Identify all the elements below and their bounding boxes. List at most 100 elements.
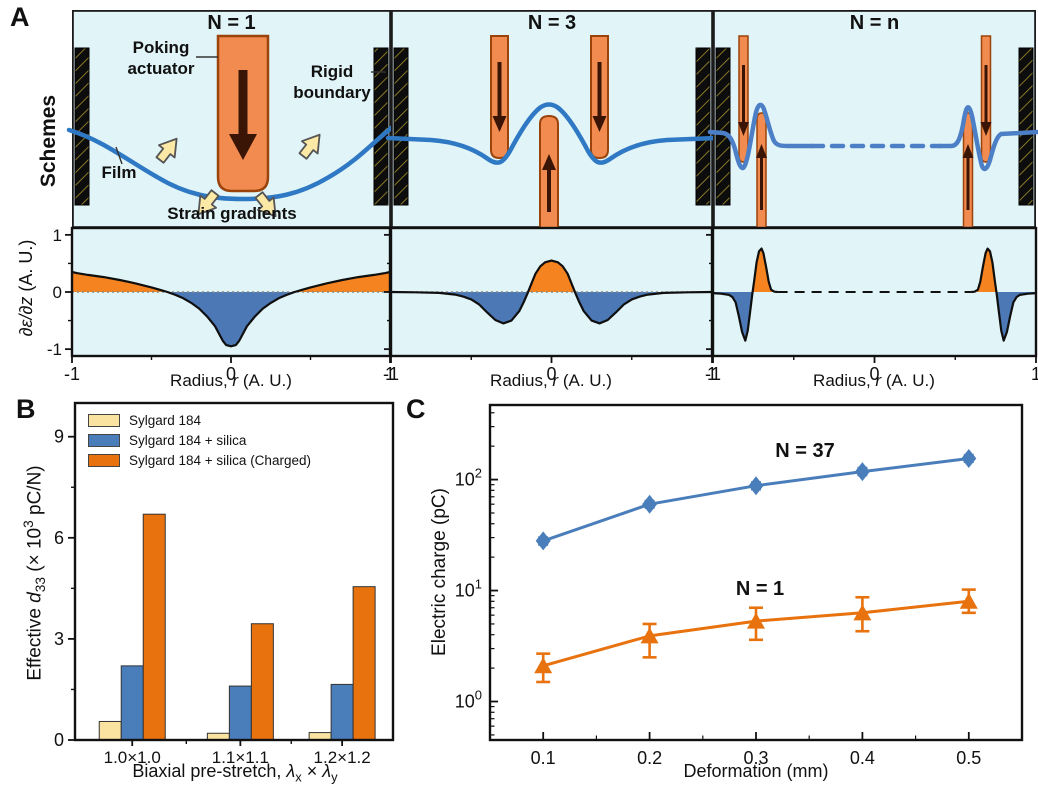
b-xtitle-pre: Biaxial pre-stretch,	[132, 761, 287, 781]
line-x-axis-title: Deformation (mm)	[683, 761, 829, 781]
svg-text:0: 0	[869, 364, 879, 384]
poking-actuators	[738, 35, 992, 231]
legend-label-silica: Sylgard 184 + silica	[129, 432, 247, 448]
svg-text:0: 0	[54, 730, 64, 750]
svg-text:9: 9	[54, 427, 64, 447]
legend-swatch-silica	[88, 433, 120, 447]
schematic-n3: N = 3	[385, 9, 719, 231]
strain-arrow-icon	[197, 189, 220, 216]
rigid-boundary-hatch-left	[715, 47, 731, 206]
svg-text:0: 0	[226, 364, 236, 384]
film-curve	[385, 102, 719, 165]
line-y-axis-title: Electric charge (pC)	[429, 488, 450, 656]
b-ytitle-post: pC/N)	[24, 465, 46, 521]
b-xtitle-var1: λ	[286, 761, 296, 781]
series-label-n37: N = 37	[775, 440, 835, 462]
svg-text:-1: -1	[64, 364, 80, 384]
rigid-label-line1: Rigid	[310, 62, 354, 81]
svg-text:1: 1	[53, 226, 62, 245]
strain-y-title-var: ∂ε/∂z	[16, 296, 36, 337]
b-ytitle-pre: Effective	[24, 602, 46, 681]
strain-y-axis-title: ∂ε/∂z (A. U.)	[16, 203, 42, 373]
schematic-nn: N = n	[707, 9, 1038, 231]
svg-text:0.2: 0.2	[637, 748, 662, 768]
legend-swatch-charged	[88, 453, 120, 467]
radius-title-post: (A. U.)	[238, 371, 292, 390]
up-arrow-head-icon	[962, 144, 974, 158]
radius-title-pre: Radius,	[813, 371, 876, 390]
svg-text:1: 1	[707, 364, 717, 384]
radius-title-post: (A. U.)	[881, 371, 935, 390]
poking-actuator-label: Poking actuator	[110, 37, 212, 79]
b-ytitle-sup: 3	[21, 520, 36, 528]
rigid-boundary-hatch-right	[373, 47, 389, 206]
legend-row: Sylgard 184	[88, 410, 311, 430]
radius-title-var: r	[875, 371, 882, 390]
down-arrow-head-icon	[229, 134, 257, 160]
series-label-n1: N = 1	[735, 578, 785, 600]
film-curve-left	[707, 102, 815, 171]
radius-axis-title-2: Radius, r (A. U.)	[441, 371, 661, 391]
poking-actuators	[490, 35, 609, 231]
rigid-label-line2: boundary	[293, 83, 371, 102]
b-ytitle-sub: 33	[33, 577, 49, 593]
svg-text:1.1×1.1: 1.1×1.1	[212, 748, 269, 767]
svg-text:6: 6	[54, 528, 64, 548]
rigid-boundary-hatch-right	[695, 47, 711, 206]
legend-swatch-sylgard	[88, 413, 120, 427]
panel-b-label: B	[16, 394, 36, 424]
strain-arrow-icon	[155, 137, 178, 164]
rigid-boundary-hatch-left	[393, 47, 409, 206]
radius-title-var: r	[232, 371, 239, 390]
legend-row: Sylgard 184 + silica	[88, 430, 311, 450]
schematic-n1: N = 1 Poking actuator Rigid boundary Fil…	[66, 9, 397, 228]
schematic-n1-drawing	[66, 9, 397, 228]
down-arrow-head-icon	[738, 122, 749, 136]
svg-text:100: 100	[455, 688, 482, 712]
radius-axis-title-1: Radius, r (A. U.)	[121, 371, 341, 391]
svg-text:1.0×1.0: 1.0×1.0	[104, 748, 161, 767]
svg-text:0.1: 0.1	[531, 748, 556, 768]
bar-y-axis-title: Effective d33 (× 103 pC/N)	[21, 403, 49, 743]
svg-text:0.4: 0.4	[850, 748, 875, 768]
radius-title-pre: Radius,	[170, 371, 233, 390]
strain-plot-n3: -1 0 1	[383, 226, 717, 384]
down-arrow-head-icon	[980, 122, 992, 136]
b-ytitle-var: d	[24, 592, 46, 603]
panel-c-label: C	[406, 394, 426, 424]
down-arrow-head-icon	[592, 116, 607, 132]
b-xtitle-mid: ×	[301, 761, 323, 781]
svg-text:0.3: 0.3	[743, 748, 768, 768]
film-curve-right	[937, 105, 1038, 172]
rigid-boundary-label: Rigid boundary	[284, 61, 380, 103]
leader-line	[115, 146, 123, 165]
legend-label-sylgard: Sylgard 184	[129, 412, 202, 428]
svg-text:102: 102	[455, 466, 482, 490]
b-ytitle-mid: (× 10	[24, 527, 46, 578]
strain-arrow-icon	[298, 133, 321, 160]
rigid-boundary-hatch-left	[74, 47, 90, 206]
schematic-n1-title: N = 1	[207, 12, 256, 34]
film-label: Film	[101, 163, 137, 182]
svg-text:1: 1	[1031, 364, 1038, 384]
schematic-nn-title: N = n	[849, 12, 900, 34]
strain-plot-nn: -1 0 1	[705, 226, 1038, 384]
down-arrow-head-icon	[492, 116, 507, 132]
radius-title-pre: Radius,	[490, 371, 553, 390]
svg-text:-1: -1	[383, 364, 399, 384]
svg-text:-1: -1	[47, 340, 62, 359]
svg-text:1.2×1.2: 1.2×1.2	[314, 748, 371, 767]
strain-plot-n1: -1 0 1 -1 0 1	[47, 226, 395, 384]
svg-text:3: 3	[54, 629, 64, 649]
poking-label-line1: Poking	[132, 38, 190, 57]
schematic-nn-drawing	[707, 9, 1038, 231]
film-curve	[66, 123, 397, 202]
strain-gradients-label: Strain gradients	[167, 204, 297, 223]
bar-chart-legend: Sylgard 184 Sylgard 184 + silica Sylgard…	[88, 410, 311, 470]
b-xtitle-var2: λ	[322, 761, 332, 781]
radius-title-var: r	[552, 371, 559, 390]
svg-text:0.5: 0.5	[956, 748, 981, 768]
strain-y-title-units: (A. U.)	[16, 239, 36, 297]
up-arrow-head-icon	[542, 154, 556, 170]
